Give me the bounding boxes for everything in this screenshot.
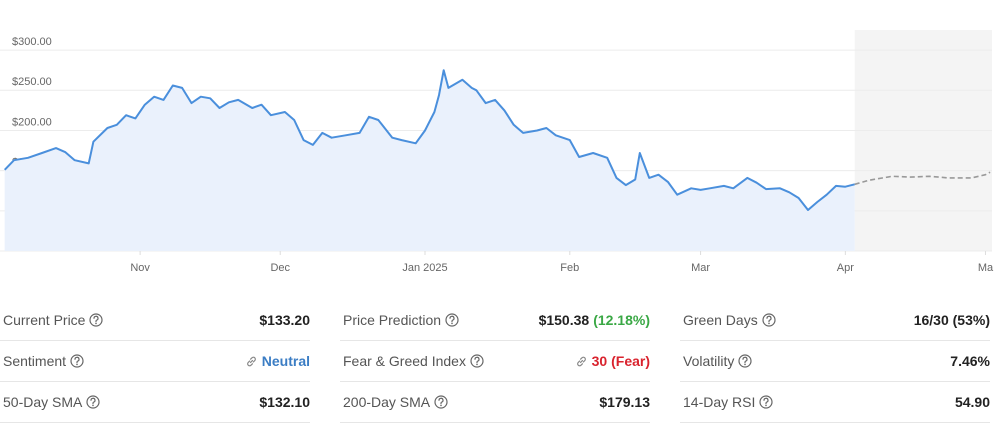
stat-value: 54.90 bbox=[954, 394, 990, 410]
x-tick-label: Apr bbox=[837, 262, 854, 274]
x-tick-label: Ma bbox=[978, 262, 994, 274]
chart: $50.00$100.00$150.00$200.00$250.00$300.0… bbox=[0, 30, 994, 274]
x-tick-label: Feb bbox=[560, 262, 579, 274]
stat-value: $132.10 bbox=[259, 394, 310, 410]
stat-row: 200-Day SMA $179.13 bbox=[340, 382, 650, 423]
y-tick-label: $200.00 bbox=[12, 116, 52, 128]
stat-value-wrap: $179.13 bbox=[599, 394, 650, 410]
info-icon[interactable] bbox=[89, 313, 104, 327]
stat-row: Price Prediction $150.38 (12.18%) bbox=[340, 300, 650, 341]
info-icon[interactable] bbox=[434, 395, 448, 409]
stat-value-wrap: 7.46% bbox=[950, 353, 990, 369]
stat-value: 7.46% bbox=[950, 353, 990, 369]
stat-value-wrap: 30 (Fear) bbox=[575, 353, 650, 369]
stat-label: 200-Day SMA bbox=[343, 394, 431, 410]
stat-label-wrap: 200-Day SMA bbox=[343, 394, 448, 410]
stat-value-wrap: $132.10 bbox=[259, 394, 310, 410]
stat-row: Green Days 16/30 (53%) bbox=[680, 300, 990, 341]
stat-row: Volatility 7.46% bbox=[680, 341, 990, 382]
x-tick-label: Nov bbox=[130, 262, 150, 274]
info-icon[interactable] bbox=[70, 354, 84, 368]
stats: Current Price $133.20 Sentiment Neutral 50-D… bbox=[0, 300, 1000, 433]
stat-label-wrap: Green Days bbox=[683, 312, 776, 328]
stat-value-wrap: $150.38 (12.18%) bbox=[539, 312, 650, 328]
info-icon[interactable] bbox=[470, 354, 484, 368]
stat-value-wrap: 54.90 bbox=[955, 394, 990, 410]
x-tick-label: Mar bbox=[691, 262, 710, 274]
stats-column: Current Price $133.20 Sentiment Neutral 50-D… bbox=[0, 300, 310, 423]
stat-label-wrap: Volatility bbox=[683, 353, 752, 369]
stat-label: Volatility bbox=[683, 353, 735, 369]
stat-label: Price Prediction bbox=[343, 312, 442, 328]
info-icon[interactable] bbox=[738, 354, 752, 368]
stats-column: Price Prediction $150.38 (12.18%) Fear & Gr… bbox=[340, 300, 650, 423]
stat-row: Sentiment Neutral bbox=[0, 341, 310, 382]
info-icon[interactable] bbox=[762, 313, 776, 327]
area bbox=[4, 70, 855, 251]
stat-label: Current Price bbox=[3, 312, 86, 328]
stat-value: $133.20 bbox=[259, 312, 310, 328]
price-line bbox=[3, 69, 855, 211]
x-tick-label: Dec bbox=[270, 262, 290, 274]
stat-label-wrap: Fear & Greed Index bbox=[343, 353, 484, 369]
stat-row: Fear & Greed Index 30 (Fear) bbox=[340, 341, 650, 382]
stat-value: $179.13 bbox=[599, 394, 650, 410]
stat-value-wrap: Neutral bbox=[245, 353, 310, 369]
stat-label-wrap: 50-Day SMA bbox=[3, 394, 100, 410]
stats-column: Green Days 16/30 (53%) Volatility 7.46% 14-D… bbox=[680, 300, 990, 423]
info-icon[interactable] bbox=[759, 395, 773, 409]
stat-value-wrap: 16/30 (53%) bbox=[914, 312, 990, 328]
stat-value-wrap: $133.20 bbox=[259, 312, 310, 328]
stat-row: 50-Day SMA $132.10 bbox=[0, 382, 310, 423]
prediction-region bbox=[854, 30, 992, 251]
stat-label-wrap: 14-Day RSI bbox=[683, 394, 773, 410]
stat-label: Green Days bbox=[683, 312, 758, 328]
stat-row: 14-Day RSI 54.90 bbox=[680, 382, 990, 423]
stat-change: (12.18%) bbox=[593, 312, 650, 328]
stat-label-wrap: Price Prediction bbox=[343, 312, 459, 328]
stat-label: Sentiment bbox=[3, 353, 67, 369]
info-icon[interactable] bbox=[86, 395, 100, 409]
price-line bbox=[854, 171, 991, 186]
stat-label-wrap: Sentiment bbox=[3, 353, 84, 369]
x-tick-label: Jan 2025 bbox=[402, 262, 447, 274]
stat-value[interactable]: 30 (Fear) bbox=[591, 353, 650, 369]
stat-label: Fear & Greed Index bbox=[343, 353, 466, 369]
stat-value: $150.38 bbox=[538, 312, 590, 328]
info-icon[interactable] bbox=[445, 313, 459, 327]
stat-value: 16/30 (53%) bbox=[913, 312, 990, 328]
y-tick-label: $250.00 bbox=[12, 76, 52, 88]
stat-row: Current Price $133.20 bbox=[0, 300, 310, 341]
stat-label: 50-Day SMA bbox=[3, 394, 83, 410]
y-tick-label: $300.00 bbox=[12, 36, 52, 48]
stat-label: 14-Day RSI bbox=[683, 394, 756, 410]
stat-label-wrap: Current Price bbox=[3, 312, 104, 328]
link-icon bbox=[246, 356, 256, 366]
stat-value[interactable]: Neutral bbox=[261, 353, 310, 369]
link-icon bbox=[576, 356, 586, 366]
